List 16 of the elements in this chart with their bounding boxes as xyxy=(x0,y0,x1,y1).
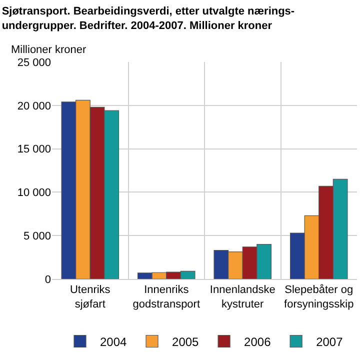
y-axis-title: Millioner kroner xyxy=(11,44,87,56)
y-tick-label: 10 000 xyxy=(17,187,51,200)
legend-label: 2004 xyxy=(100,334,128,349)
y-tick-label: 25 000 xyxy=(17,56,51,69)
y-tick-label: 20 000 xyxy=(17,100,51,112)
x-tick-label: Slepebåter og forsyningsskip xyxy=(284,284,354,310)
chart-title: Sjøtransport. Bearbeidingsverdi, etter utvalgte nærings- undergrupper. Bedrifter. 2004-2007. Millioner kroner xyxy=(2,5,295,32)
legend-label: 2006 xyxy=(244,334,272,349)
y-tick-label: 15 000 xyxy=(17,144,51,156)
y-tick-label: 0 xyxy=(44,274,51,286)
x-tick-label: Innenriks godstransport xyxy=(132,284,200,310)
legend-label: 2005 xyxy=(172,334,200,349)
legend-label: 2007 xyxy=(316,334,344,349)
x-tick-label: Innenlandske kystruter xyxy=(210,284,276,310)
x-tick-label: Utenriks sjøfart xyxy=(70,284,111,310)
y-tick-label: 5 000 xyxy=(23,230,51,242)
